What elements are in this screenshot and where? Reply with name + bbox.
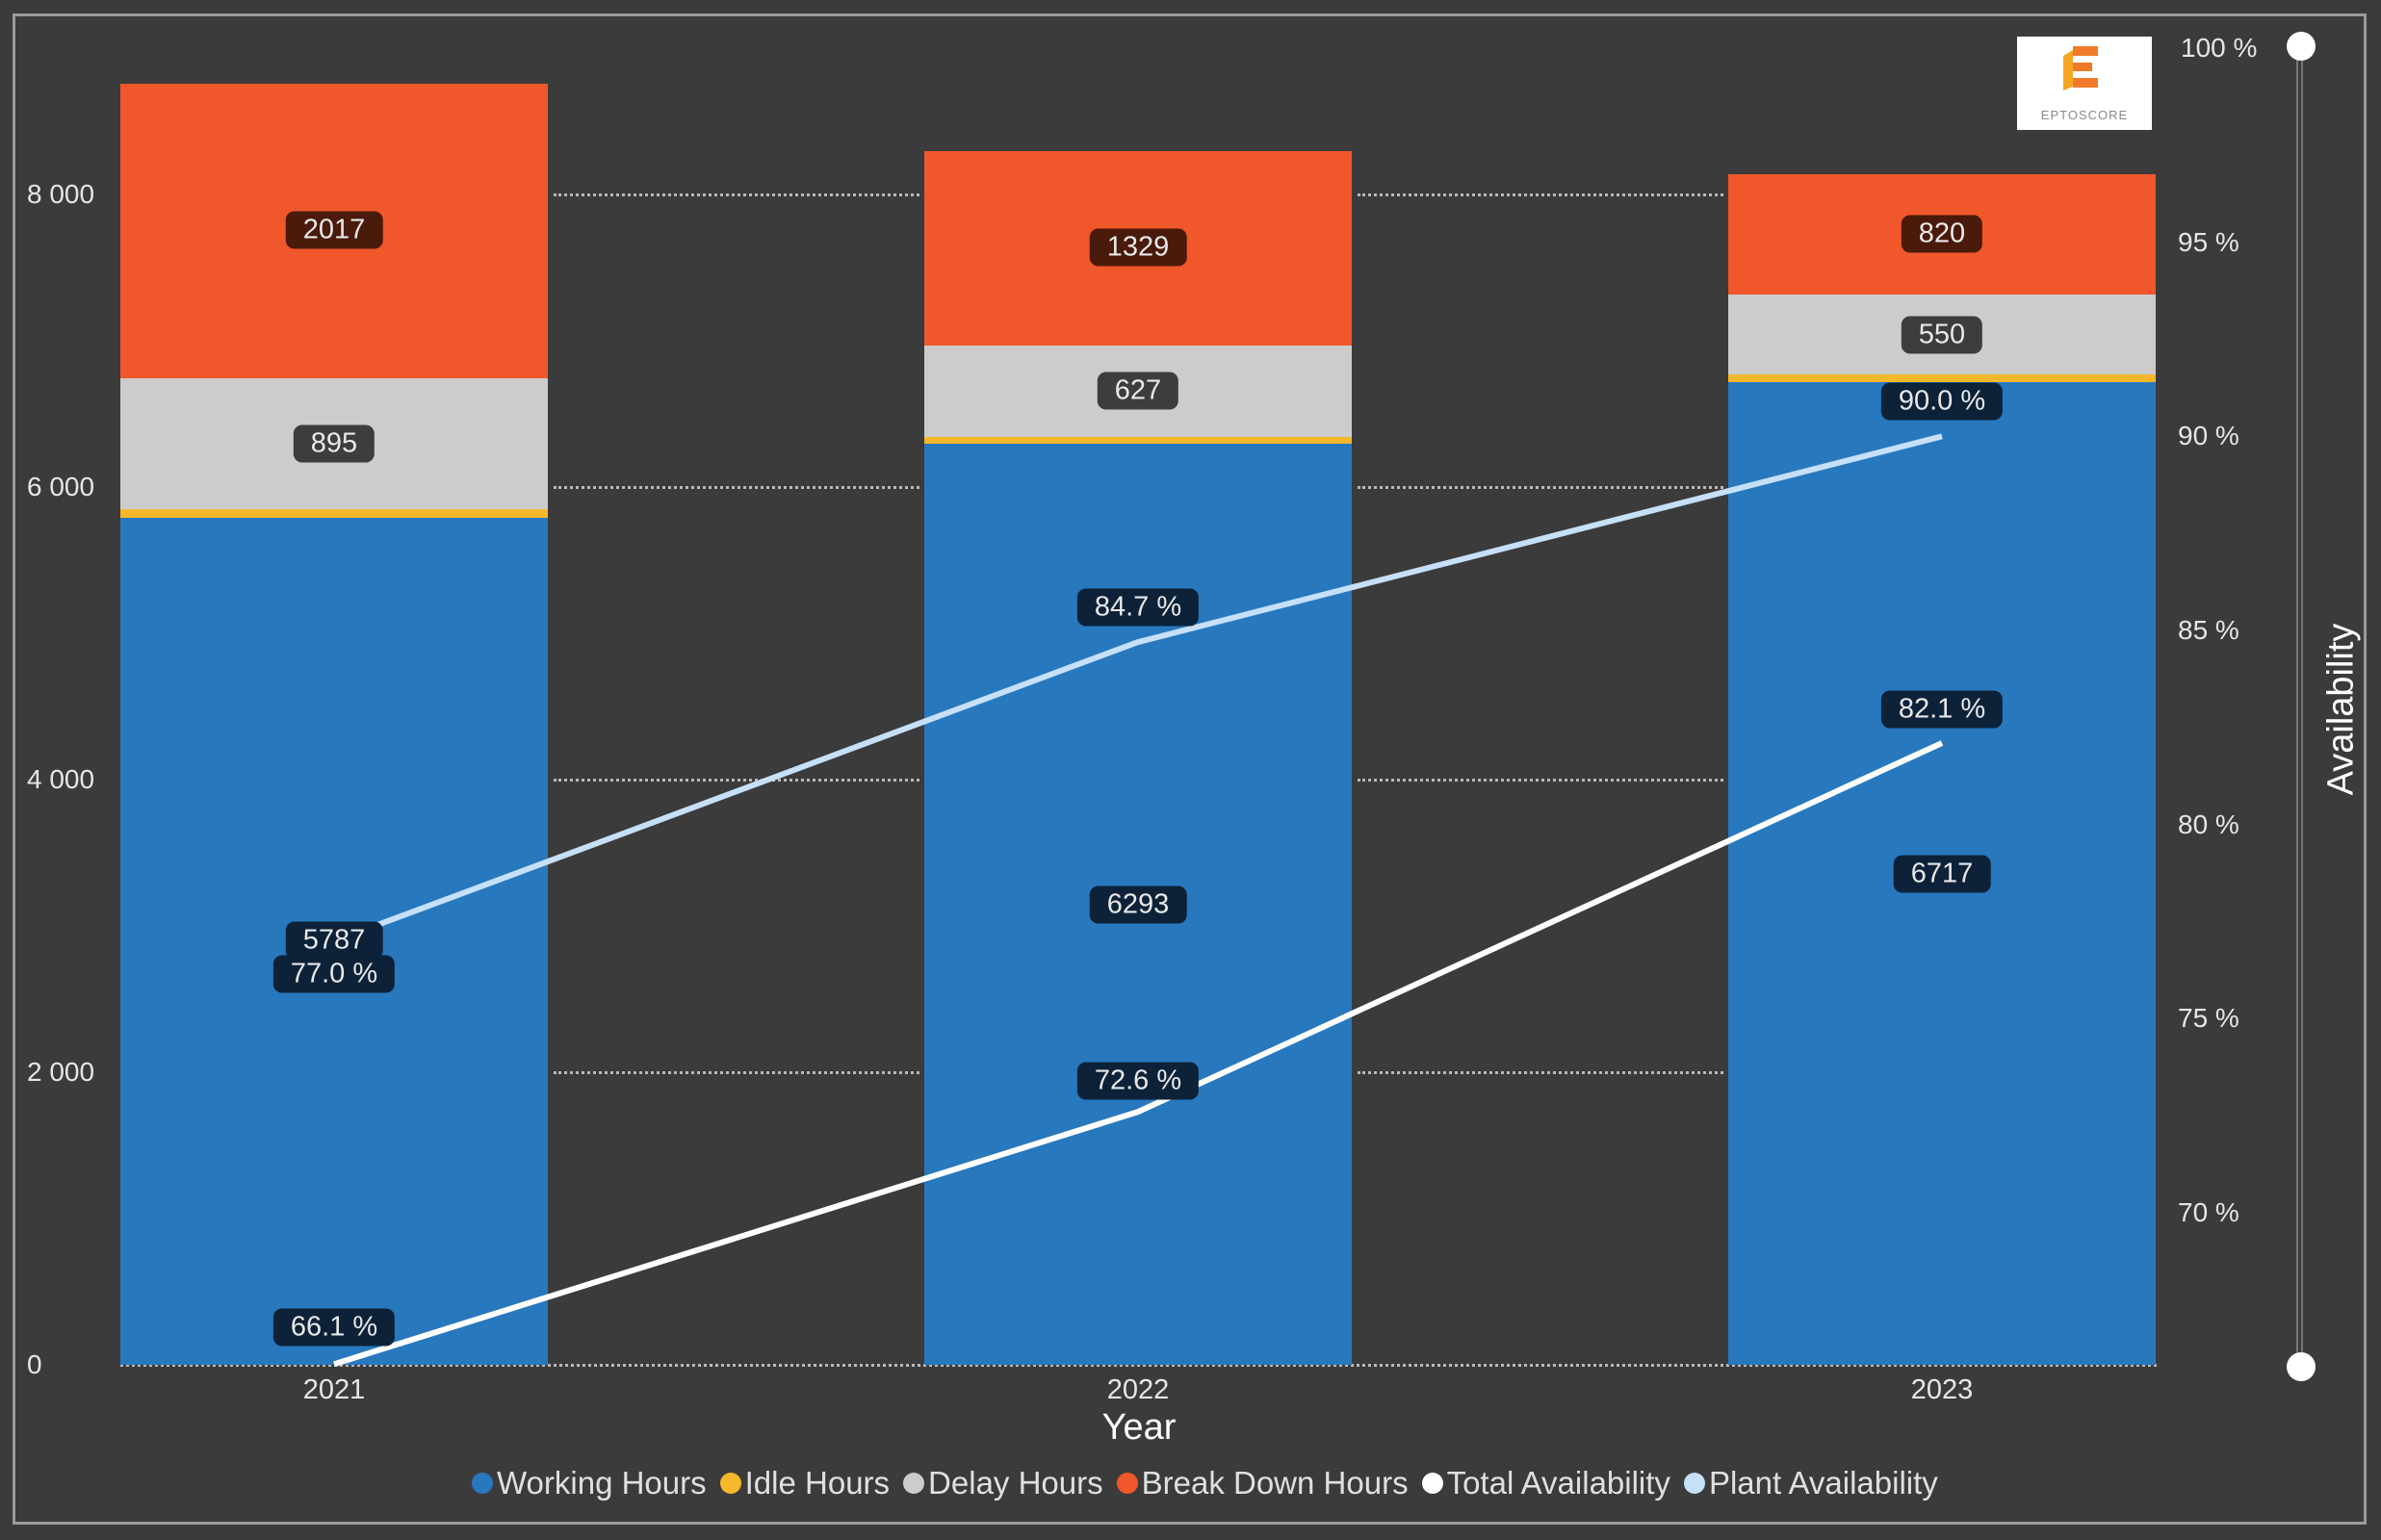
- x-axis-title: Year: [1101, 1407, 1177, 1448]
- data-label: 895: [293, 424, 375, 463]
- legend-item[interactable]: Break Down Hours: [1116, 1465, 1409, 1502]
- slider-bottom-handle[interactable]: [2287, 1352, 2316, 1381]
- y-tick-label: 0: [27, 1349, 42, 1379]
- legend-item[interactable]: Working Hours: [472, 1465, 707, 1502]
- line-data-label: 77.0 %: [272, 955, 396, 993]
- gridline: [554, 1071, 919, 1074]
- gridline: [554, 486, 919, 489]
- legend-label: Total Availability: [1446, 1465, 1670, 1501]
- y2-tick-label: 100 %: [2181, 33, 2258, 63]
- legend-label: Working Hours: [497, 1465, 707, 1501]
- x-tick-label: 2022: [1106, 1374, 1170, 1405]
- data-label: 5787: [285, 921, 383, 960]
- legend-label: Delay Hours: [928, 1465, 1103, 1501]
- y2-tick-label: 95 %: [2178, 226, 2239, 257]
- line-data-label: 72.6 %: [1076, 1062, 1200, 1100]
- gridline: [554, 193, 919, 196]
- legend-label: Break Down Hours: [1141, 1465, 1409, 1501]
- line-data-label: 90.0 %: [1880, 382, 2004, 421]
- line-total-availability[interactable]: [333, 740, 1944, 1368]
- slider-top-handle[interactable]: [2287, 32, 2316, 61]
- legend-dot-icon: [1683, 1473, 1705, 1494]
- gridline: [554, 779, 919, 782]
- y2-range-slider[interactable]: [2296, 48, 2303, 1367]
- line-data-label: 66.1 %: [272, 1308, 396, 1347]
- y2-axis-title: Availability: [2320, 623, 2362, 796]
- y2-tick-label: 80 %: [2178, 808, 2239, 839]
- y-tick-label: 4 000: [27, 764, 95, 794]
- gridline: [1358, 193, 1723, 196]
- logo-e-icon: [2063, 46, 2098, 90]
- legend-dot-icon: [1116, 1473, 1138, 1494]
- legend-item[interactable]: Delay Hours: [903, 1465, 1103, 1502]
- gridline: [1358, 1071, 1723, 1074]
- y-tick-label: 6 000: [27, 472, 95, 501]
- logo-text: EPTOSCORE: [2040, 108, 2129, 122]
- line-data-label: 82.1 %: [1880, 690, 2004, 729]
- line-plant-availability[interactable]: [332, 433, 1943, 944]
- data-label: 6717: [1893, 855, 1991, 892]
- y2-tick-label: 70 %: [2178, 1197, 2239, 1227]
- legend-dot-icon: [472, 1473, 493, 1494]
- legend-dot-icon: [903, 1473, 925, 1494]
- line-data-label: 84.7 %: [1076, 588, 1200, 627]
- y2-tick-label: 90 %: [2178, 421, 2239, 451]
- chart-frame: [13, 13, 2367, 1525]
- gridline: [1358, 486, 1723, 489]
- baseline: [120, 1364, 2157, 1367]
- legend-item[interactable]: Idle Hours: [719, 1465, 891, 1502]
- segment-idle-hours[interactable]: [1728, 374, 2156, 383]
- data-label: 2017: [285, 211, 383, 249]
- x-tick-label: 2021: [302, 1374, 366, 1405]
- eptoscore-logo: EPTOSCORE: [2017, 37, 2152, 130]
- data-label: 627: [1097, 372, 1179, 410]
- y-tick-label: 8 000: [27, 179, 95, 209]
- legend: Working Hours Idle Hours Delay Hours Break …: [472, 1465, 1938, 1502]
- data-label: 820: [1901, 215, 1983, 253]
- data-label: 1329: [1089, 228, 1187, 267]
- y-tick-label: 2 000: [27, 1057, 95, 1087]
- gridline: [1358, 779, 1723, 782]
- x-tick-label: 2023: [1910, 1374, 1974, 1405]
- legend-item[interactable]: Plant Availability: [1683, 1465, 1938, 1502]
- segment-idle-hours[interactable]: [924, 436, 1352, 445]
- segment-idle-hours[interactable]: [120, 509, 548, 519]
- data-label: 6293: [1089, 886, 1187, 924]
- legend-item[interactable]: Total Availability: [1421, 1465, 1670, 1502]
- y2-tick-label: 85 %: [2178, 615, 2239, 645]
- y2-tick-label: 75 %: [2178, 1003, 2239, 1034]
- legend-label: Plant Availability: [1708, 1465, 1938, 1501]
- legend-label: Idle Hours: [744, 1465, 891, 1501]
- legend-dot-icon: [719, 1473, 741, 1494]
- legend-dot-icon: [1421, 1473, 1443, 1494]
- data-label: 550: [1901, 316, 1983, 354]
